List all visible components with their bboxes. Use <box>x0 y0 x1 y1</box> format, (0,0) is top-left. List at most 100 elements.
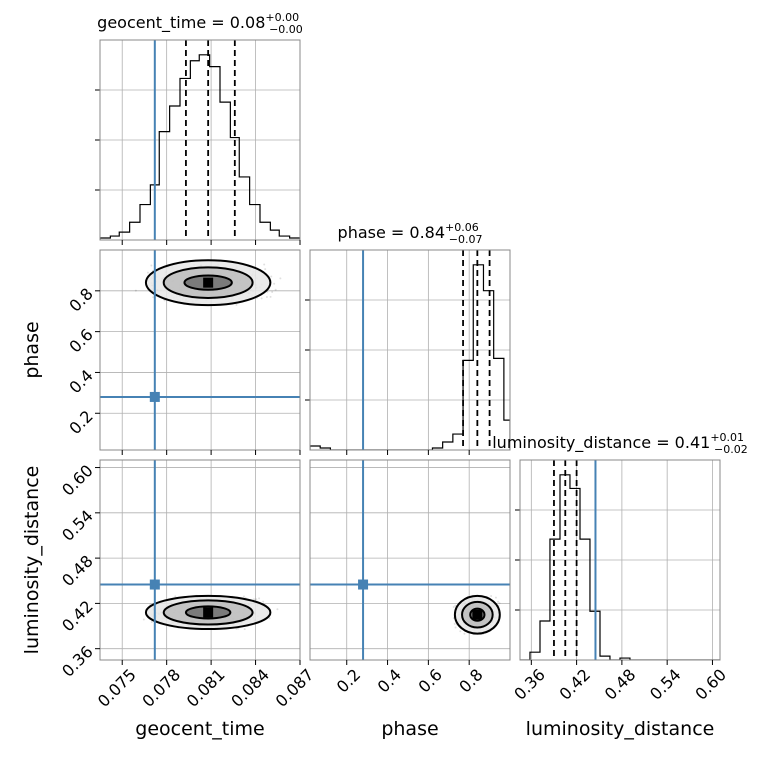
x-tick-label-luminosity_distance: 0.54 <box>646 665 685 704</box>
sample-point <box>235 303 238 306</box>
sample-point <box>146 271 149 274</box>
contour-line <box>469 607 486 622</box>
sample-point <box>262 600 265 603</box>
sample-point <box>279 277 282 280</box>
panel-luminosity_distance-hist <box>515 459 721 665</box>
x-tick-label-luminosity_distance: 0.60 <box>691 665 730 704</box>
x-axis-label-luminosity_distance: luminosity_distance <box>526 718 715 740</box>
sample-point <box>269 295 272 298</box>
sample-point <box>174 595 177 598</box>
sample-point <box>453 622 456 625</box>
panel-frame <box>519 459 721 661</box>
sample-point <box>243 628 246 631</box>
panel-frame <box>99 459 301 661</box>
x-tick-label-phase: 0.2 <box>333 665 364 696</box>
sample-point <box>273 282 276 285</box>
panel-phase-vs-luminosity_distance <box>309 459 511 665</box>
sample-point <box>134 289 137 292</box>
sample-point <box>142 618 145 621</box>
contour-line <box>144 259 272 307</box>
title-lower-error: −0.00 <box>269 23 303 36</box>
histogram-phase <box>310 264 510 450</box>
sample-point <box>264 268 267 271</box>
panel-geocent_time-hist <box>95 39 301 245</box>
y-tick-label-phase: 0.8 <box>65 284 96 315</box>
panel-phase-hist <box>305 249 511 455</box>
truth-marker <box>149 391 160 402</box>
y-tick-label-luminosity_distance: 0.54 <box>58 506 97 545</box>
sample-point <box>498 602 501 605</box>
x-tick-label-luminosity_distance: 0.36 <box>510 665 549 704</box>
sample-point <box>242 595 245 598</box>
y-axis-label-phase: phase <box>21 321 43 378</box>
contour-line <box>461 600 494 629</box>
sample-point <box>265 295 268 298</box>
contour-line <box>183 274 233 291</box>
title-upper-error: +0.00 <box>265 11 299 24</box>
sample-point <box>252 598 255 601</box>
density-peak <box>203 277 214 288</box>
sample-point <box>255 598 258 601</box>
y-tick-label-luminosity_distance: 0.42 <box>58 597 97 636</box>
y-tick-label-phase: 0.4 <box>65 366 96 397</box>
contour-line <box>184 605 232 620</box>
title-value: luminosity_distance = 0.41 <box>492 433 710 453</box>
title-luminosity_distance: luminosity_distance = 0.41+0.01 −0.02 <box>492 431 748 456</box>
sample-point <box>490 594 493 597</box>
sample-point <box>497 600 500 603</box>
x-tick-label-geocent_time: 0.087 <box>272 665 318 711</box>
sample-point <box>459 630 462 633</box>
title-upper-error: +0.06 <box>445 221 479 234</box>
y-tick-label-luminosity_distance: 0.48 <box>58 551 97 590</box>
sample-point <box>494 596 497 599</box>
title-upper-error: +0.01 <box>710 431 744 444</box>
title-geocent_time: geocent_time = 0.08+0.00 −0.00 <box>97 11 303 36</box>
sample-point <box>150 264 153 267</box>
sample-point <box>268 617 271 620</box>
sample-point <box>263 263 266 266</box>
contour-line <box>453 594 501 635</box>
x-tick-label-geocent_time: 0.081 <box>183 665 229 711</box>
title-lower-error: −0.02 <box>714 443 748 456</box>
sample-point <box>454 626 457 629</box>
y-tick-label-phase: 0.2 <box>65 407 96 438</box>
sample-point <box>274 288 277 291</box>
sample-point <box>454 604 457 607</box>
panel-frame <box>99 249 301 451</box>
histogram-geocent_time <box>100 54 300 240</box>
x-tick-label-phase: 0.8 <box>455 665 486 696</box>
x-tick-label-phase: 0.6 <box>414 665 445 696</box>
sample-point <box>271 290 274 293</box>
sample-point <box>452 605 455 608</box>
contour-line <box>162 599 254 626</box>
x-axis-label-phase: phase <box>381 718 438 740</box>
title-value: phase = 0.84 <box>338 223 445 242</box>
x-tick-label-luminosity_distance: 0.48 <box>601 665 640 704</box>
panel-frame <box>309 459 511 661</box>
x-tick-label-phase: 0.4 <box>374 665 405 696</box>
title-lower-error: −0.07 <box>449 233 483 246</box>
sample-point <box>152 296 155 299</box>
truth-marker <box>358 579 369 590</box>
sample-point <box>276 608 279 611</box>
x-axis-label-geocent_time: geocent_time <box>135 718 264 740</box>
sample-point <box>270 275 273 278</box>
truth-marker <box>149 579 160 590</box>
y-tick-label-phase: 0.6 <box>65 325 96 356</box>
panel-geocent_time-vs-luminosity_distance <box>95 459 301 665</box>
y-axis-label-luminosity_distance: luminosity_distance <box>21 466 43 655</box>
sample-point <box>258 597 261 600</box>
y-tick-label-luminosity_distance: 0.36 <box>58 642 97 681</box>
sample-point <box>463 632 466 635</box>
contour-line <box>162 266 254 299</box>
contour-line <box>144 594 272 631</box>
title-value: geocent_time = 0.08 <box>97 13 265 33</box>
x-tick-label-geocent_time: 0.084 <box>227 665 273 711</box>
title-phase: phase = 0.84+0.06 −0.07 <box>338 221 483 246</box>
x-tick-label-geocent_time: 0.078 <box>138 665 184 711</box>
panel-frame <box>309 249 511 451</box>
density-peak <box>472 609 483 620</box>
sample-point <box>260 297 263 300</box>
x-tick-label-geocent_time: 0.075 <box>94 665 140 711</box>
